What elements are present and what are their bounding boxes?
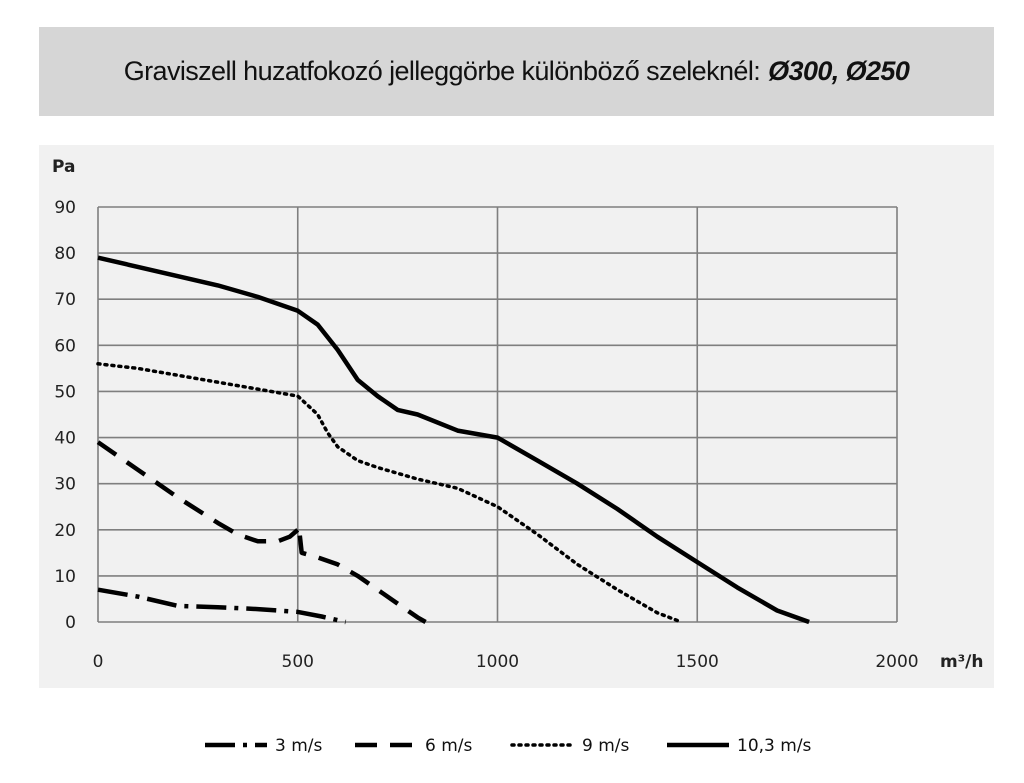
y-tick-label: 40: [54, 429, 76, 449]
chart-title-emphasis: Ø300, Ø250: [768, 56, 910, 86]
y-tick-label: 80: [54, 244, 76, 264]
x-tick-label: 500: [282, 652, 314, 672]
y-tick-label: 10: [54, 567, 76, 587]
plot-background: [39, 145, 994, 688]
x-tick-label: 0: [93, 652, 104, 672]
series-line-2: [96, 440, 427, 624]
grid-lines: [97, 206, 898, 623]
legend-label: 3 m/s: [275, 736, 323, 756]
axis-tick-labels: 0 10 20 30 40 50 60 70 80 90 0 500 1000 1500 2000: [54, 198, 918, 672]
x-tick-label: 1500: [676, 652, 719, 672]
legend-label: 9 m/s: [582, 736, 630, 756]
y-tick-label: 90: [54, 198, 76, 218]
series-line-1: [97, 587, 347, 625]
y-tick-label: 60: [54, 336, 76, 356]
y-tick-label: 30: [54, 475, 76, 495]
chart-title-bar: Graviszell huzatfokozó jelleggörbe külön…: [39, 27, 994, 116]
series-line-3: [96, 362, 684, 624]
x-axis-label: m³/h: [940, 652, 983, 672]
y-axis-label: Pa: [52, 157, 75, 177]
y-tick-label: 20: [54, 521, 76, 541]
y-tick-label: 0: [65, 613, 76, 633]
x-tick-label: 1000: [476, 652, 519, 672]
legend: 3 m/s 6 m/s 9 m/s 10,3 m/s: [205, 736, 812, 756]
chart-title: Graviszell huzatfokozó jelleggörbe külön…: [123, 56, 761, 86]
x-tick-label: 2000: [875, 652, 918, 672]
y-tick-label: 50: [54, 382, 76, 402]
series-line-4: [97, 255, 810, 625]
legend-label: 6 m/s: [425, 736, 473, 756]
y-tick-label: 70: [54, 290, 76, 310]
legend-label: 10,3 m/s: [737, 736, 812, 756]
series-lines: [96, 255, 810, 625]
